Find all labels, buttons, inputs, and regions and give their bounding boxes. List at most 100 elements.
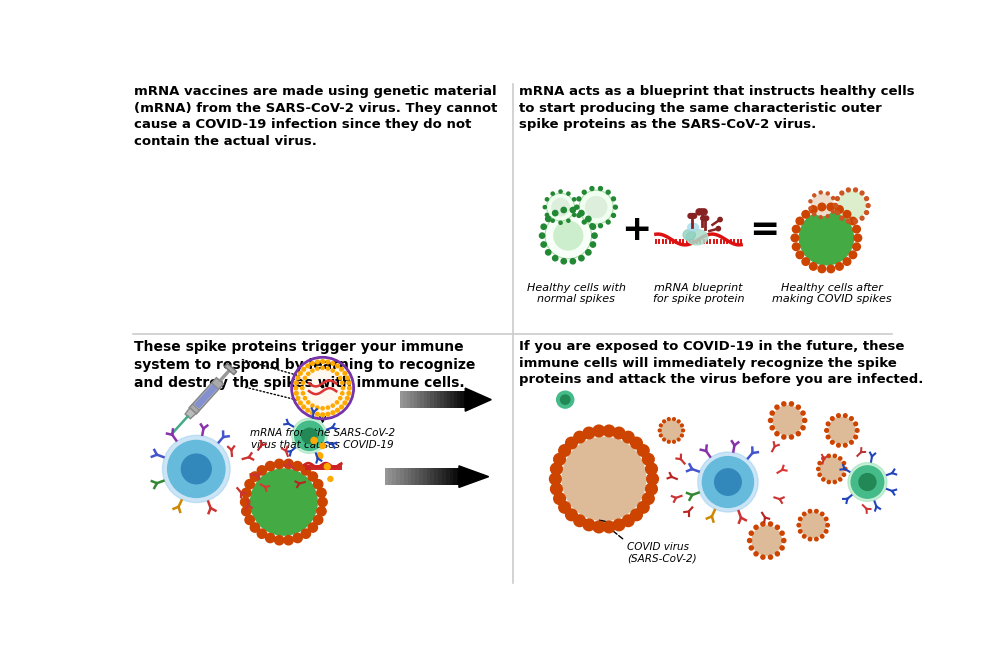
Circle shape xyxy=(661,420,681,440)
Circle shape xyxy=(773,406,802,435)
Circle shape xyxy=(590,224,596,229)
Circle shape xyxy=(561,208,566,213)
Circle shape xyxy=(761,555,765,559)
Circle shape xyxy=(559,190,562,193)
Circle shape xyxy=(690,214,694,218)
Circle shape xyxy=(307,401,310,404)
Circle shape xyxy=(775,525,779,529)
Circle shape xyxy=(559,445,571,456)
Circle shape xyxy=(696,209,702,215)
Circle shape xyxy=(331,411,335,414)
Circle shape xyxy=(294,381,298,385)
Circle shape xyxy=(797,524,801,527)
Circle shape xyxy=(553,256,558,261)
Circle shape xyxy=(579,190,613,224)
Circle shape xyxy=(836,206,843,214)
Circle shape xyxy=(748,539,752,543)
Circle shape xyxy=(819,191,822,194)
Circle shape xyxy=(162,436,230,502)
Bar xyxy=(411,469,415,485)
Circle shape xyxy=(613,519,625,531)
Bar xyxy=(392,469,396,485)
Circle shape xyxy=(341,392,344,395)
Circle shape xyxy=(703,216,707,220)
Circle shape xyxy=(699,209,704,214)
Circle shape xyxy=(308,472,318,481)
Circle shape xyxy=(577,197,581,201)
Circle shape xyxy=(840,191,844,195)
Circle shape xyxy=(545,198,549,201)
Circle shape xyxy=(749,546,753,550)
Circle shape xyxy=(335,401,339,404)
Circle shape xyxy=(593,425,605,437)
Circle shape xyxy=(331,369,334,372)
Circle shape xyxy=(659,424,662,427)
Text: +: + xyxy=(621,214,652,247)
Circle shape xyxy=(341,387,345,390)
Circle shape xyxy=(308,523,318,532)
Circle shape xyxy=(292,418,327,453)
Bar xyxy=(403,391,407,408)
Circle shape xyxy=(606,220,610,224)
Circle shape xyxy=(311,369,314,372)
Circle shape xyxy=(830,416,834,420)
Ellipse shape xyxy=(688,223,698,231)
Circle shape xyxy=(554,453,565,465)
Circle shape xyxy=(780,546,784,550)
Circle shape xyxy=(749,531,753,535)
Circle shape xyxy=(293,533,302,543)
Circle shape xyxy=(326,360,330,364)
Circle shape xyxy=(543,206,546,209)
Circle shape xyxy=(854,435,858,439)
Circle shape xyxy=(547,193,574,221)
Circle shape xyxy=(775,432,779,436)
Circle shape xyxy=(835,197,839,200)
Circle shape xyxy=(302,405,306,408)
Bar xyxy=(396,469,400,485)
Circle shape xyxy=(818,203,826,211)
Bar xyxy=(423,469,427,485)
Circle shape xyxy=(241,498,250,507)
Circle shape xyxy=(242,506,251,516)
Text: mRNA from the SARS-CoV-2
virus that causes COVID-19: mRNA from the SARS-CoV-2 virus that caus… xyxy=(250,428,395,449)
Circle shape xyxy=(818,473,821,477)
Circle shape xyxy=(326,367,330,370)
Circle shape xyxy=(631,509,642,521)
Bar xyxy=(454,391,457,408)
Bar xyxy=(400,391,403,408)
Circle shape xyxy=(770,411,774,415)
Circle shape xyxy=(599,186,602,190)
Circle shape xyxy=(801,513,826,537)
Circle shape xyxy=(622,515,634,527)
Circle shape xyxy=(340,405,343,408)
Circle shape xyxy=(839,457,842,460)
Circle shape xyxy=(347,391,351,395)
Circle shape xyxy=(647,473,658,485)
Circle shape xyxy=(843,210,851,218)
Circle shape xyxy=(815,537,818,541)
Circle shape xyxy=(321,366,324,369)
Circle shape xyxy=(326,406,330,409)
Circle shape xyxy=(843,444,847,447)
Bar xyxy=(404,469,408,485)
Circle shape xyxy=(825,428,828,432)
Bar xyxy=(388,469,392,485)
Circle shape xyxy=(824,517,828,521)
Circle shape xyxy=(775,552,779,556)
Circle shape xyxy=(250,472,260,481)
Bar xyxy=(464,391,467,408)
Circle shape xyxy=(317,488,326,498)
Circle shape xyxy=(646,483,657,495)
Circle shape xyxy=(559,221,562,224)
Circle shape xyxy=(792,225,800,233)
Circle shape xyxy=(311,404,314,407)
Circle shape xyxy=(813,194,816,197)
Text: COVID virus
(SARS-CoV-2): COVID virus (SARS-CoV-2) xyxy=(627,542,697,564)
Circle shape xyxy=(853,243,860,251)
Circle shape xyxy=(833,481,836,484)
Circle shape xyxy=(826,192,829,195)
Circle shape xyxy=(324,464,330,469)
Circle shape xyxy=(316,360,319,364)
Circle shape xyxy=(667,440,670,443)
Circle shape xyxy=(583,427,595,439)
